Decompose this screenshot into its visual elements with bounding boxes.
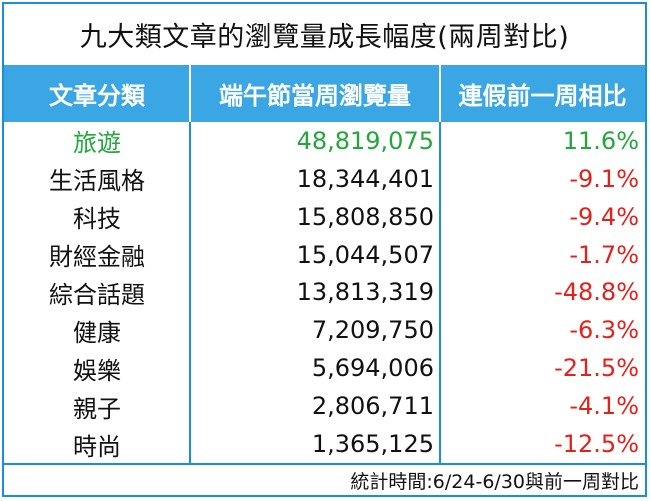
cell-views: 15,044,507: [296, 240, 434, 269]
table-frame: 九大類文章的瀏覽量成長幅度(兩周對比) 文章分類 端午節當周瀏覽量 連假前一周相…: [2, 2, 647, 497]
table-row: 旅遊 48,819,075 11.6%: [4, 122, 645, 160]
page-title: 九大類文章的瀏覽量成長幅度(兩周對比): [79, 22, 570, 53]
cell-change: -9.1%: [569, 164, 639, 193]
column-divider: [439, 122, 441, 463]
cell-views: 18,344,401: [296, 164, 434, 193]
cell-category: 財經金融: [49, 243, 145, 272]
cell-category: 健康: [73, 318, 121, 347]
cell-change: -6.3%: [569, 316, 639, 345]
header-category: 文章分類: [49, 82, 145, 110]
cell-change: -12.5%: [554, 430, 639, 459]
cell-change: 11.6%: [562, 126, 639, 155]
cell-change: -4.1%: [569, 392, 639, 421]
table-row: 綜合話題 13,813,319 -48.8%: [4, 274, 645, 312]
table-row: 時尚 1,365,125 -12.5%: [4, 425, 645, 463]
table-row: 親子 2,806,711 -4.1%: [4, 387, 645, 425]
cell-views: 7,209,750: [311, 316, 434, 345]
footnote: 統計時間:6/24-6/30與前一周對比: [350, 470, 639, 493]
cell-category: 綜合話題: [49, 280, 145, 309]
column-divider: [189, 122, 191, 463]
cell-change: -1.7%: [569, 240, 639, 269]
cell-category: 科技: [73, 205, 121, 234]
cell-category: 時尚: [73, 432, 121, 461]
cell-views: 1,365,125: [311, 430, 434, 459]
header-divider: [189, 65, 191, 122]
cell-category: 親子: [73, 394, 121, 423]
table-row: 娛樂 5,694,006 -21.5%: [4, 349, 645, 387]
cell-change: -21.5%: [554, 354, 639, 383]
table-row: 生活風格 18,344,401 -9.1%: [4, 160, 645, 198]
table-body: 旅遊 48,819,075 11.6% 生活風格 18,344,401 -9.1% 科技 15…: [4, 122, 645, 463]
cell-category: 旅遊: [73, 129, 121, 158]
cell-views: 48,819,075: [296, 126, 434, 155]
footer-divider: [4, 463, 645, 465]
cell-change: -48.8%: [554, 278, 639, 307]
table-row: 財經金融 15,044,507 -1.7%: [4, 236, 645, 274]
cell-views: 13,813,319: [296, 278, 434, 307]
table-row: 科技 15,808,850 -9.4%: [4, 198, 645, 236]
table-header: 文章分類 端午節當周瀏覽量 連假前一周相比: [4, 65, 645, 122]
cell-views: 15,808,850: [296, 202, 434, 231]
header-change: 連假前一周相比: [458, 82, 627, 110]
cell-views: 5,694,006: [311, 354, 434, 383]
header-divider: [439, 65, 441, 122]
header-views: 端午節當周瀏覽量: [219, 82, 411, 110]
cell-category: 娛樂: [73, 356, 121, 385]
cell-views: 2,806,711: [311, 392, 434, 421]
cell-change: -9.4%: [569, 202, 639, 231]
table-row: 健康 7,209,750 -6.3%: [4, 311, 645, 349]
cell-category: 生活風格: [49, 167, 145, 196]
